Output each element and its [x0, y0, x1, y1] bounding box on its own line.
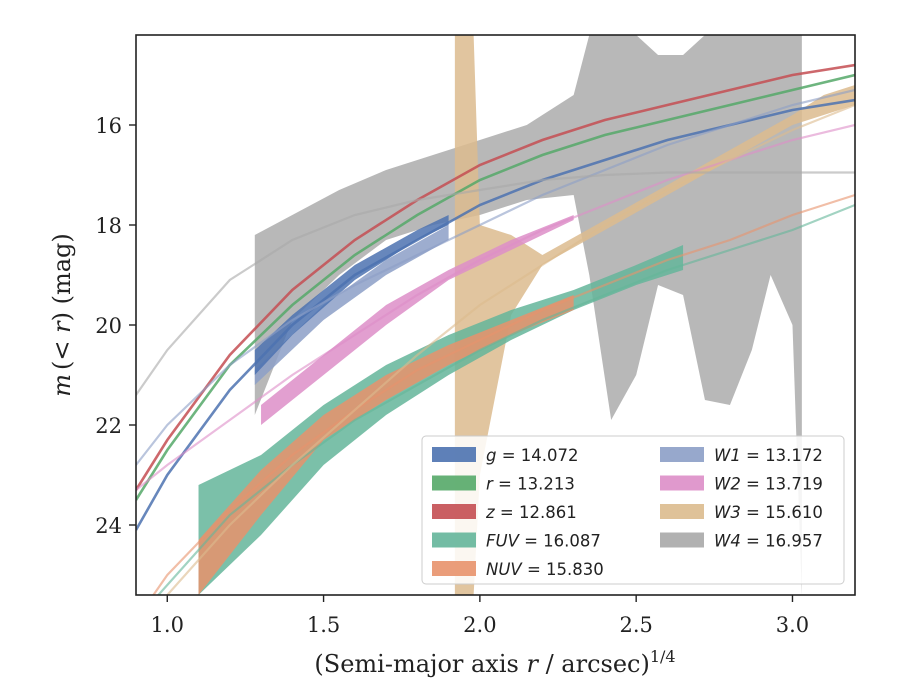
legend-label-nuv: NUV = 15.830 — [486, 560, 604, 579]
x-tick-label: 2.0 — [463, 613, 496, 637]
legend-swatch-w2 — [660, 475, 704, 491]
model-line-w3 — [165, 103, 855, 595]
legend-label-r: r = 13.213 — [486, 475, 575, 494]
plot-frame — [135, 34, 856, 596]
x-tick-label: 3.0 — [776, 613, 809, 637]
model-line-fuv — [156, 203, 855, 595]
x-tick-label: 1.5 — [307, 613, 340, 637]
legend-label-w1: W1 = 13.172 — [714, 446, 823, 465]
model-line-z — [136, 63, 855, 491]
legend-label-z: z = 12.861 — [485, 503, 577, 522]
uncertainty-bands — [198, 35, 855, 595]
legend-label-w3: W3 = 15.610 — [714, 503, 823, 522]
y-tick-label: 18 — [95, 214, 122, 238]
legend-swatch-g — [432, 447, 476, 462]
band-g — [254, 215, 449, 375]
y-axis-label: m(< r) (mag) — [48, 233, 76, 397]
model-curves — [136, 63, 855, 595]
x-tick-label: 2.5 — [619, 613, 652, 637]
legend-frame — [421, 435, 845, 585]
legend-label-fuv: FUV = 16.087 — [486, 532, 601, 551]
legend: g = 14.072 r = 13.213 z = 12.861 FUV = 16.0… — [421, 435, 845, 585]
y-tick-label: 22 — [95, 414, 122, 438]
y-tick-label: 24 — [95, 514, 122, 538]
x-tick-label: 1.0 — [151, 613, 184, 637]
legend-swatch-r — [432, 475, 476, 491]
model-line-nuv — [152, 193, 855, 595]
legend-label-w2: W2 = 13.719 — [714, 475, 823, 494]
model-line-w1 — [136, 88, 855, 466]
legend-swatch-nuv — [432, 561, 476, 576]
band-w4 — [254, 35, 802, 595]
legend-swatch-fuv — [432, 532, 476, 548]
legend-label-g: g = 14.072 — [486, 446, 579, 465]
legend-swatch-w3 — [660, 504, 704, 519]
legend-swatch-w1 — [660, 447, 704, 462]
model-line-w4 — [136, 171, 855, 396]
y-tick-label: 16 — [95, 114, 122, 138]
y-ticks: 16 18 20 22 24 — [95, 114, 136, 538]
legend-swatch-w4 — [660, 532, 704, 548]
legend-label-w4: W4 = 16.957 — [714, 532, 823, 551]
band-fuv — [198, 245, 684, 595]
x-ticks: 1.0 1.5 2.0 2.5 3.0 — [151, 595, 809, 637]
y-tick-label: 20 — [95, 314, 122, 338]
band-w1 — [254, 225, 449, 385]
x-axis-label: (Semi-major axis r / arcsec)1/4 — [314, 647, 675, 678]
legend-swatch-z — [432, 504, 476, 519]
